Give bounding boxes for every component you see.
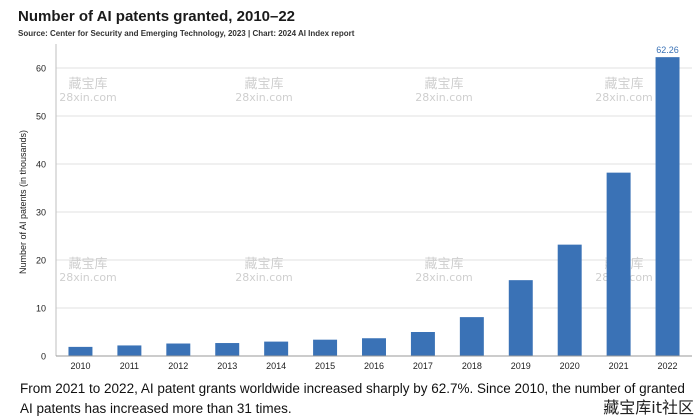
watermark-logo: 藏宝库	[244, 76, 283, 92]
watermark-logo: 藏宝库	[68, 256, 107, 272]
x-tick-label: 2010	[70, 361, 90, 371]
x-tick-label: 2011	[120, 361, 139, 371]
y-tick-label: 20	[36, 256, 46, 266]
y-axis-label: Number of AI patents (in thousands)	[18, 130, 28, 274]
x-tick-label: 2019	[511, 361, 531, 371]
y-tick-label: 30	[36, 208, 46, 218]
x-tick-label: 2014	[266, 361, 286, 371]
gridlines	[56, 67, 692, 357]
y-tick-label: 60	[36, 64, 46, 74]
bar-2012	[166, 343, 191, 356]
watermark-site: 28xin.com	[59, 91, 117, 104]
bar-2019	[508, 280, 533, 356]
bar-2021	[606, 172, 631, 356]
y-tick-label: 10	[36, 304, 46, 314]
x-tick-label: 2020	[560, 361, 580, 371]
watermark-logo: 藏宝库	[424, 256, 463, 272]
x-tick-label: 2017	[413, 361, 433, 371]
caption-text: From 2021 to 2022, AI patent grants worl…	[20, 381, 685, 416]
bar-2013	[215, 343, 240, 356]
bar-2017	[410, 332, 435, 356]
x-tick-label: 2015	[315, 361, 335, 371]
watermark-site: 28xin.com	[235, 91, 293, 104]
watermark-layer: 藏宝库28xin.com藏宝库28xin.com藏宝库28xin.com藏宝库2…	[59, 76, 653, 284]
x-axis: 2010 2011 2012 2013 2014 2015 2016 2017 2018 2019…	[56, 355, 692, 371]
bar-2022	[655, 57, 680, 356]
bar-2010	[68, 346, 93, 356]
bar-chart: 藏宝库28xin.com藏宝库28xin.com藏宝库28xin.com藏宝库2…	[18, 44, 692, 371]
watermark-site: 28xin.com	[595, 91, 653, 104]
watermark-logo: 藏宝库	[424, 76, 463, 92]
bar-2020	[557, 244, 582, 356]
y-tick-label: 0	[41, 352, 46, 362]
watermark-logo: 藏宝库	[244, 256, 283, 272]
watermark-site: 28xin.com	[59, 271, 117, 284]
x-tick-label: 2016	[364, 361, 384, 371]
bar-2014	[264, 341, 289, 356]
x-tick-label: 2012	[168, 361, 188, 371]
y-tick-label: 40	[36, 160, 46, 170]
x-tick-label: 2013	[217, 361, 237, 371]
y-axis: 0 10 20 30 40 50 60	[36, 44, 57, 362]
bar-2011	[117, 345, 142, 356]
watermark-site: 28xin.com	[415, 271, 473, 284]
chart-subtitle: Source: Center for Security and Emerging…	[18, 29, 355, 38]
x-tick-label: 2022	[658, 361, 678, 371]
watermark-site: 28xin.com	[415, 91, 473, 104]
x-tick-label: 2018	[462, 361, 482, 371]
bars: 62.26	[68, 45, 680, 356]
chart-title: Number of AI patents granted, 2010–22	[18, 8, 296, 25]
bar-2016	[362, 338, 386, 356]
corner-watermark: 藏宝库it社区	[603, 398, 694, 417]
data-label: 62.26	[656, 45, 679, 55]
bar-2018	[459, 317, 484, 356]
bar-2015	[313, 339, 338, 356]
y-tick-label: 50	[36, 112, 46, 122]
x-tick-label: 2021	[609, 361, 629, 371]
watermark-logo: 藏宝库	[604, 76, 643, 92]
watermark-site: 28xin.com	[235, 271, 293, 284]
watermark-logo: 藏宝库	[68, 76, 107, 92]
